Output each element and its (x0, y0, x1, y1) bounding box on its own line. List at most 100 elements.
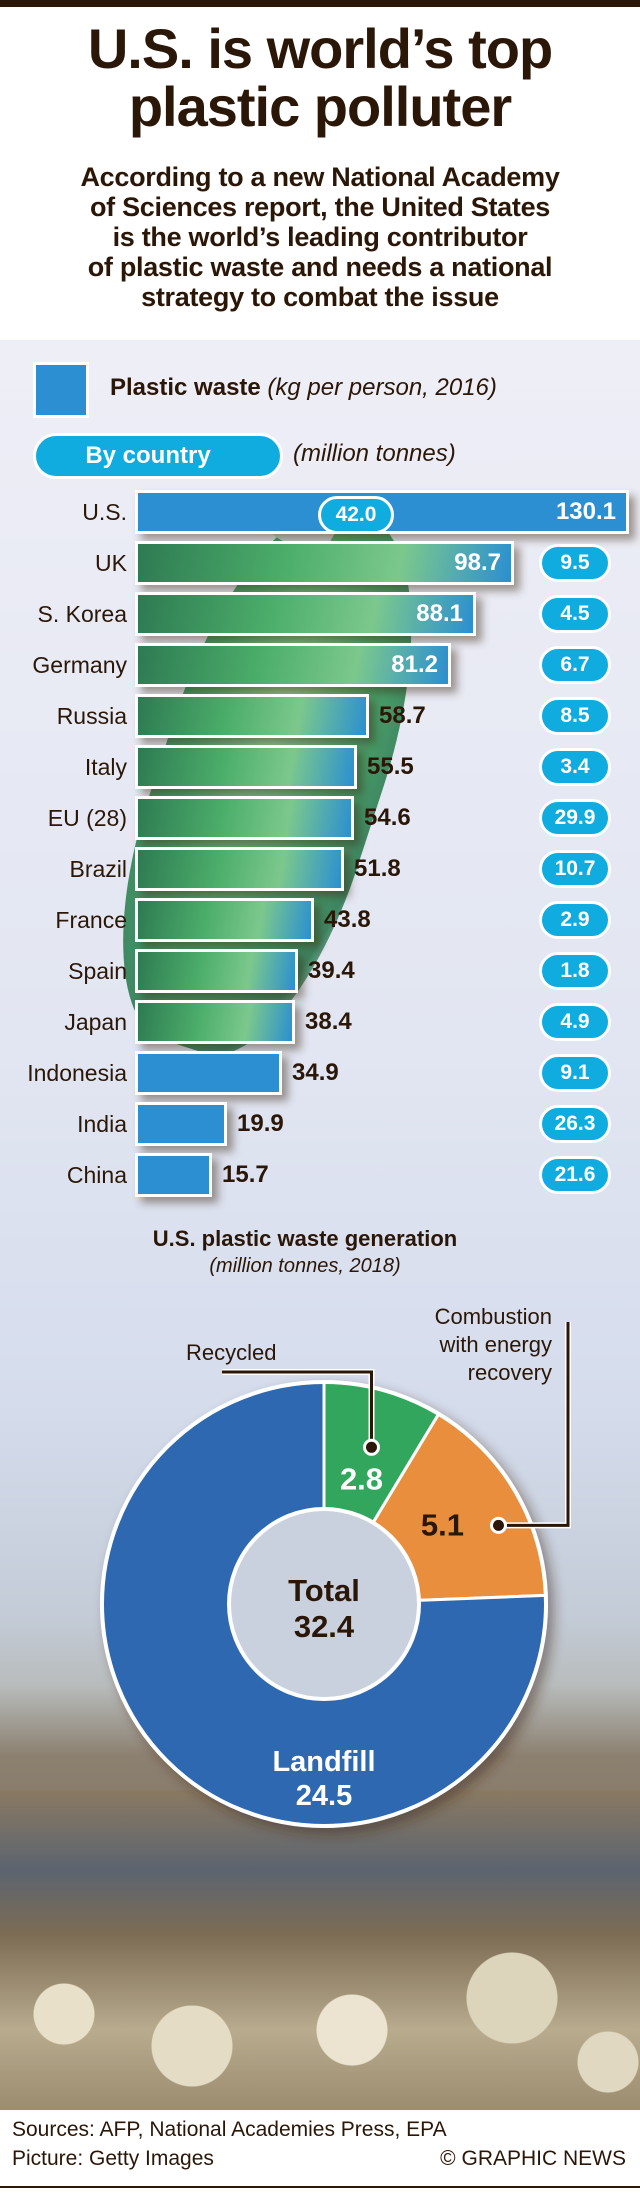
combustion-label-line: with energy (439, 1332, 552, 1357)
bar-value-label: 88.1 (416, 600, 463, 627)
donut-chart: 2.8 5.1 Landfill 24.5 Total 32.4 (100, 1322, 571, 1828)
country-label: Japan (64, 1009, 127, 1035)
bar-value-label: 39.4 (308, 957, 355, 984)
combustion-label-line: Combustion (434, 1304, 552, 1329)
bar-row: China 15.7 21.6 (0, 1153, 640, 1197)
bar: 88.1 (135, 592, 476, 636)
plastic-waste-photo (0, 1790, 640, 2110)
tonnes-note: (million tonnes) (293, 440, 456, 467)
bar-row: S. Korea 88.1 4.5 (0, 592, 640, 636)
country-label: India (77, 1111, 127, 1137)
tonnes-pill: 1.8 (539, 952, 611, 990)
bar: 130.1 42.0 (135, 490, 629, 534)
top-rule (0, 0, 640, 7)
bar (135, 796, 354, 840)
bar-row: Japan 38.4 4.9 (0, 1000, 640, 1044)
tonnes-pill: 21.6 (539, 1156, 611, 1194)
bar: 81.2 (135, 643, 451, 687)
legend-label: Plastic waste (kg per person, 2016) (110, 374, 497, 402)
subtitle-line: of plastic waste and needs a national (87, 252, 553, 282)
tonnes-pill: 2.9 (539, 901, 611, 939)
recycled-leader-line (222, 1370, 374, 1448)
country-label: Germany (32, 652, 127, 678)
combustion-leader-dot (489, 1516, 507, 1534)
title-line: plastic polluter (128, 75, 512, 138)
bar-value-label: 43.8 (324, 906, 371, 933)
bottom-rule (0, 2186, 640, 2188)
country-label: S. Korea (37, 601, 128, 627)
bar-value-label: 81.2 (391, 651, 438, 678)
country-label: Indonesia (27, 1060, 127, 1086)
bar-value-label: 15.7 (222, 1161, 269, 1188)
combustion-label-line: recovery (467, 1360, 552, 1385)
bar (135, 1153, 212, 1197)
landfill-label: Landfill (272, 1746, 375, 1778)
bar-value-label: 58.7 (379, 702, 426, 729)
country-label: Russia (56, 703, 127, 729)
tonnes-pill: 29.9 (539, 799, 611, 837)
tonnes-pill: 26.3 (539, 1105, 611, 1143)
combustion-value: 5.1 (421, 1507, 464, 1542)
total-label: Total (288, 1573, 360, 1608)
tonnes-pill: 42.0 (318, 496, 394, 534)
country-label: UK (95, 550, 127, 576)
bar-row: U.S. 130.1 42.0 (0, 490, 640, 534)
picture-credit: Picture: Getty Images (12, 2147, 214, 2170)
tonnes-pill: 4.9 (539, 1003, 611, 1041)
bar-value-label: 34.9 (292, 1059, 339, 1086)
country-label: EU (28) (47, 805, 127, 831)
bar-row: Germany 81.2 6.7 (0, 643, 640, 687)
bar-row: Russia 58.7 8.5 (0, 694, 640, 738)
landfill-value: 24.5 (296, 1780, 352, 1812)
pie-subtitle: (million tonnes, 2018) (209, 1255, 401, 1277)
bar-row: Indonesia 34.9 9.1 (0, 1051, 640, 1095)
tonnes-pill: 3.4 (539, 748, 611, 786)
bar: 98.7 (135, 541, 514, 585)
bar-row: Brazil 51.8 10.7 (0, 847, 640, 891)
country-label: U.S. (82, 499, 127, 525)
footer (0, 2110, 640, 2186)
bar (135, 1051, 282, 1095)
bar (135, 694, 369, 738)
bar (135, 1000, 295, 1044)
legend-label-units: (kg per person, 2016) (267, 374, 497, 401)
subtitle: According to a new National Academy of S… (0, 162, 640, 312)
recycled-label: Recycled (186, 1340, 277, 1365)
bar-row: EU (28) 54.6 29.9 (0, 796, 640, 840)
title-line: U.S. is world’s top (87, 17, 553, 80)
legend-swatch (33, 362, 89, 418)
tonnes-pill: 10.7 (539, 850, 611, 888)
bar-row: Spain 39.4 1.8 (0, 949, 640, 993)
pie-title: U.S. plastic waste generation (152, 1226, 458, 1251)
country-label: China (66, 1162, 127, 1188)
tonnes-pill: 8.5 (539, 697, 611, 735)
bar-row: India 19.9 26.3 (0, 1102, 640, 1146)
bar-value-label: 19.9 (237, 1110, 284, 1137)
bar-value-label: 38.4 (305, 1008, 352, 1035)
sources-credit: Sources: AFP, National Academies Press, … (12, 2118, 447, 2141)
donut-hole (227, 1507, 421, 1701)
bar-row: UK 98.7 9.5 (0, 541, 640, 585)
country-label: Brazil (69, 856, 127, 882)
combustion-label: Combustion with energy recovery (380, 1303, 552, 1387)
bar-value-label: 51.8 (354, 855, 401, 882)
tonnes-pill: 9.5 (539, 544, 611, 582)
country-label: Spain (68, 958, 127, 984)
bar (135, 949, 298, 993)
recycled-leader-dot (363, 1438, 381, 1456)
subtitle-line: strategy to combat the issue (141, 282, 499, 312)
country-label: Italy (84, 754, 127, 780)
by-country-pill: By country (33, 433, 283, 479)
bar (135, 1102, 227, 1146)
country-label: France (55, 907, 127, 933)
copyright: © GRAPHIC NEWS (440, 2147, 626, 2170)
bar-row: Italy 55.5 3.4 (0, 745, 640, 789)
bar-row: France 43.8 2.9 (0, 898, 640, 942)
tonnes-pill: 9.1 (539, 1054, 611, 1092)
bar-value-label: 54.6 (364, 804, 411, 831)
bar-value-label: 98.7 (454, 549, 501, 576)
combustion-leader-line (498, 1322, 570, 1527)
subtitle-line: is the world’s leading contributor (112, 222, 528, 252)
legend-label-bold: Plastic waste (110, 374, 261, 401)
bar-value-label: 130.1 (555, 498, 616, 525)
